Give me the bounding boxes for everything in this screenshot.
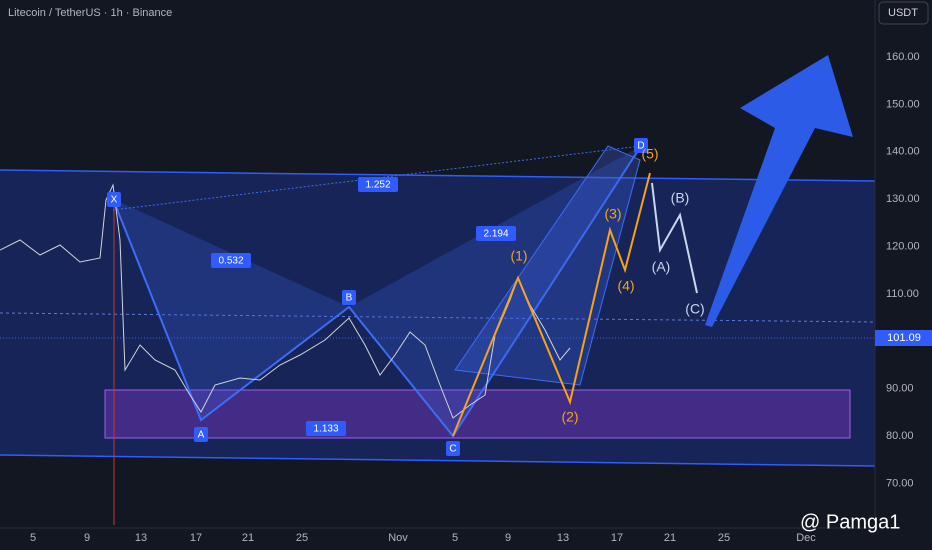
date-tick-label: 17 xyxy=(190,532,202,544)
date-tick-label: Dec xyxy=(796,532,816,544)
currency[interactable]: USDT xyxy=(888,7,918,19)
big-arrow xyxy=(705,55,853,327)
point-label: A xyxy=(198,430,205,441)
price-tick-label: 90.00 xyxy=(886,383,914,395)
date-tick-label: 13 xyxy=(135,532,147,544)
xab-fill xyxy=(113,199,349,420)
currency-button[interactable] xyxy=(878,1,929,25)
current-price: 101.09 xyxy=(887,332,921,344)
date-tick-label: 17 xyxy=(611,532,623,544)
correction-wave xyxy=(651,182,698,294)
dotted-line xyxy=(0,312,876,323)
bcd-fill xyxy=(349,146,641,436)
ratio-label: 2.194 xyxy=(483,229,508,240)
channel-bottom xyxy=(0,454,876,467)
current-price-tag xyxy=(875,330,932,346)
date-tick-label: 13 xyxy=(557,532,569,544)
price-tick-label: 120.00 xyxy=(886,241,920,253)
xabcd xyxy=(112,145,642,438)
up-channel xyxy=(454,145,641,386)
price-tick-label: 160.00 xyxy=(886,51,920,63)
price-tick-label: 140.00 xyxy=(886,146,920,158)
watermark: @ Pamga1 xyxy=(800,511,900,533)
date-tick-label: 9 xyxy=(84,532,90,544)
wave-label: (B) xyxy=(671,190,690,206)
date-tick-label: 9 xyxy=(505,532,511,544)
ratio-label: 0.532 xyxy=(218,256,243,267)
price-tick-label: 80.00 xyxy=(886,430,914,442)
date-tick-label: 21 xyxy=(664,532,676,544)
wave-label: (1) xyxy=(510,248,527,264)
date-tick-label: 25 xyxy=(296,532,308,544)
channel xyxy=(0,170,875,466)
point-label: X xyxy=(111,195,118,206)
pattern-labels: X A B C D 1.252 0.532 1.133 2.194 xyxy=(107,138,648,456)
title: Litecoin / TetherUS · 1h · Binance xyxy=(8,7,172,19)
wave-label: (4) xyxy=(617,278,634,294)
point-label: C xyxy=(449,444,456,455)
date-tick-label: 21 xyxy=(242,532,254,544)
wave-label: (5) xyxy=(641,146,658,162)
price-tick-label: 130.00 xyxy=(886,193,920,205)
ratio-label: 1.252 xyxy=(365,180,390,191)
date-tick-label: 25 xyxy=(718,532,730,544)
point-label: D xyxy=(637,141,644,152)
wave-label: (A) xyxy=(652,259,671,275)
date-tick-label: 5 xyxy=(30,532,36,544)
date-axis: 5 9 13 17 21 25 Nov 5 9 13 17 21 25 Dec xyxy=(30,532,816,544)
point-label: B xyxy=(346,293,353,304)
price-tick-label: 110.00 xyxy=(886,288,919,300)
ratio-label: 1.133 xyxy=(313,424,338,435)
price-tick-label: 70.00 xyxy=(886,478,914,490)
date-tick-label: Nov xyxy=(388,532,408,544)
wave-label: (2) xyxy=(561,409,578,425)
date-tick-label: 5 xyxy=(452,532,458,544)
impulse-wave xyxy=(452,172,651,437)
wave-label: (3) xyxy=(604,206,621,222)
price-tick-label: 150.00 xyxy=(886,98,920,110)
wave-label: (C) xyxy=(685,301,704,317)
channel-top xyxy=(0,169,876,182)
